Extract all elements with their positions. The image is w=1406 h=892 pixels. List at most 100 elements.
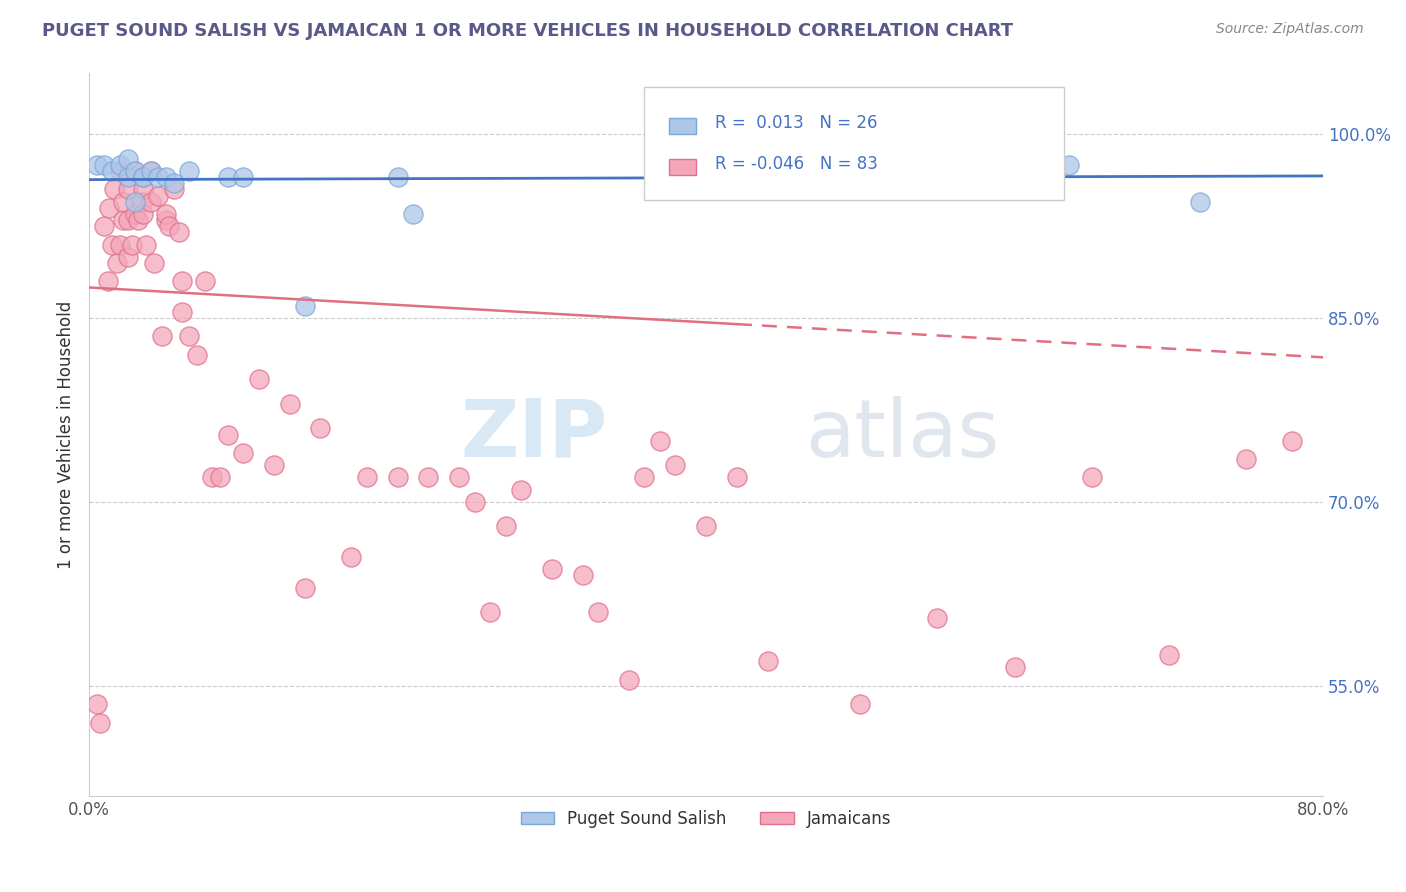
Point (510, 483, 533, 497)
Point (1188, 194, 1211, 209)
Point (387, 170, 409, 185)
Point (117, 250, 139, 264)
Point (695, 519, 717, 533)
Point (124, 164, 146, 178)
Point (1057, 158, 1080, 172)
Point (201, 470, 224, 484)
Text: R =  0.013   N = 26: R = 0.013 N = 26 (714, 114, 877, 132)
Point (1281, 434, 1303, 448)
Point (111, 213, 134, 227)
Point (108, 158, 131, 172)
Point (127, 213, 149, 227)
Point (124, 207, 146, 221)
Point (132, 170, 155, 185)
Bar (669, 118, 696, 134)
Point (98, 201, 121, 215)
Point (101, 164, 124, 178)
Point (163, 176, 186, 190)
Point (105, 256, 128, 270)
Point (617, 673, 640, 687)
Point (157, 219, 180, 234)
Point (648, 434, 671, 448)
Y-axis label: 1 or more Vehicles in Household: 1 or more Vehicles in Household (58, 301, 75, 569)
Point (117, 170, 139, 185)
Point (121, 237, 143, 252)
Point (179, 164, 201, 178)
Point (86, 697, 108, 711)
Point (294, 299, 316, 313)
Point (139, 164, 162, 178)
Point (586, 605, 609, 619)
Point (139, 164, 162, 178)
Legend: Puget Sound Salish, Jamaicans: Puget Sound Salish, Jamaicans (515, 804, 898, 835)
Point (89, 715, 111, 730)
Point (155, 170, 177, 185)
Point (1157, 648, 1180, 662)
Point (150, 329, 173, 343)
Point (927, 611, 949, 625)
Point (1080, 470, 1102, 484)
Point (387, 470, 409, 484)
Point (148, 188, 170, 202)
Point (117, 213, 139, 227)
Point (170, 274, 193, 288)
Point (217, 170, 239, 185)
Point (479, 605, 502, 619)
Point (135, 237, 157, 252)
Bar (669, 159, 696, 175)
Point (132, 170, 155, 185)
Point (142, 256, 165, 270)
Point (101, 237, 124, 252)
Text: R = -0.046   N = 83: R = -0.046 N = 83 (714, 155, 877, 173)
Point (103, 182, 125, 196)
Point (108, 164, 131, 178)
Point (1004, 660, 1026, 674)
Point (170, 305, 193, 319)
Point (571, 568, 593, 582)
Text: ZIP: ZIP (460, 395, 607, 474)
Point (209, 470, 232, 484)
Point (309, 421, 332, 435)
Point (155, 213, 177, 227)
Point (97, 274, 120, 288)
Point (232, 170, 254, 185)
Text: Source: ZipAtlas.com: Source: ZipAtlas.com (1216, 22, 1364, 37)
Point (179, 329, 201, 343)
Point (418, 470, 440, 484)
Point (664, 458, 686, 472)
Point (217, 427, 239, 442)
Point (131, 194, 153, 209)
Point (849, 697, 872, 711)
Point (633, 470, 655, 484)
Point (93, 219, 115, 234)
Point (340, 550, 363, 565)
Point (167, 225, 190, 239)
FancyBboxPatch shape (644, 87, 1064, 200)
Point (108, 237, 131, 252)
Point (124, 194, 146, 209)
Point (117, 182, 139, 196)
Point (356, 470, 378, 484)
Point (672, 158, 695, 172)
Point (132, 207, 155, 221)
Point (163, 182, 186, 196)
Text: PUGET SOUND SALISH VS JAMAICAN 1 OR MORE VEHICLES IN HOUSEHOLD CORRELATION CHART: PUGET SOUND SALISH VS JAMAICAN 1 OR MORE… (42, 22, 1014, 40)
Text: atlas: atlas (804, 395, 1000, 474)
Point (132, 182, 155, 196)
Point (402, 207, 425, 221)
Point (294, 581, 316, 595)
Point (679, 170, 702, 185)
Point (186, 348, 208, 362)
Point (540, 562, 562, 576)
Point (495, 519, 517, 533)
Point (247, 372, 270, 386)
Point (111, 194, 134, 209)
Point (148, 170, 170, 185)
Point (756, 654, 779, 668)
Point (1234, 452, 1257, 467)
Point (139, 194, 162, 209)
Point (124, 164, 146, 178)
Point (93, 158, 115, 172)
Point (155, 207, 177, 221)
Point (896, 172, 918, 186)
